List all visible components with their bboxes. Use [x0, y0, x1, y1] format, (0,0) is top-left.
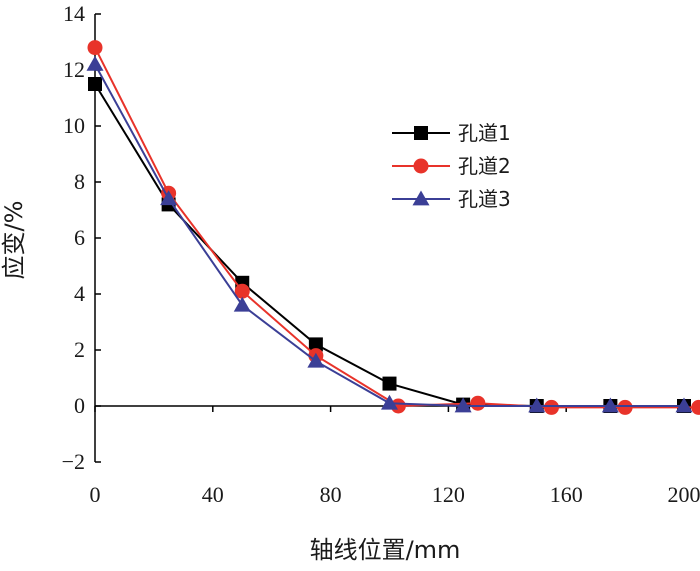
- y-tick-label: 6: [74, 225, 85, 250]
- data-point: [601, 397, 619, 413]
- data-point: [381, 394, 398, 410]
- data-point: [528, 397, 546, 413]
- series-1: [88, 77, 691, 413]
- legend-label: 孔道3: [458, 187, 511, 211]
- y-tick-label: 0: [74, 393, 85, 418]
- series-2: [87, 40, 700, 415]
- data-point: [390, 398, 406, 414]
- y-tick-label: 2: [74, 337, 85, 362]
- y-tick-label: 10: [63, 113, 85, 138]
- data-point: [454, 397, 472, 413]
- y-tick-label: 8: [74, 169, 85, 194]
- data-series: [86, 40, 700, 415]
- y-tick-label: 14: [63, 1, 85, 26]
- legend-label: 孔道1: [458, 121, 511, 145]
- x-axis-title: 轴线位置/mm: [310, 536, 461, 564]
- legend-marker: [414, 126, 428, 140]
- legend-marker: [412, 190, 430, 206]
- data-point: [691, 399, 700, 415]
- legend-marker: [413, 158, 429, 174]
- series-line: [94, 83, 684, 407]
- data-point: [470, 395, 486, 411]
- data-point: [617, 399, 633, 415]
- data-point: [234, 283, 250, 299]
- legend-item-2: 孔道2: [392, 154, 511, 178]
- data-point: [307, 352, 325, 368]
- series-3: [86, 55, 693, 413]
- data-point: [308, 337, 323, 352]
- legend-label: 孔道2: [458, 154, 511, 178]
- y-tick-label: −2: [62, 449, 85, 474]
- x-tick-label: 160: [550, 482, 583, 507]
- y-axis-title: 应变/%: [0, 201, 28, 280]
- data-point: [160, 190, 178, 206]
- legend-item-1: 孔道1: [392, 121, 511, 145]
- series-line: [94, 63, 684, 407]
- series-line: [94, 47, 699, 409]
- data-point: [88, 77, 102, 91]
- data-point: [233, 296, 251, 312]
- y-tick-label: 4: [74, 281, 85, 306]
- legend: 孔道1 孔道2 孔道3: [392, 121, 511, 211]
- y-tick-label: 12: [63, 57, 85, 82]
- x-tick-label: 0: [90, 482, 101, 507]
- data-point: [86, 55, 104, 71]
- x-tick-label: 200: [668, 482, 700, 507]
- x-tick-label: 40: [202, 482, 224, 507]
- data-point: [382, 376, 397, 391]
- legend-item-3: 孔道3: [392, 187, 511, 211]
- x-tick-label: 80: [320, 482, 342, 507]
- data-point: [543, 399, 559, 415]
- data-point: [675, 397, 693, 413]
- data-point: [87, 40, 103, 56]
- x-tick-label: 120: [432, 482, 465, 507]
